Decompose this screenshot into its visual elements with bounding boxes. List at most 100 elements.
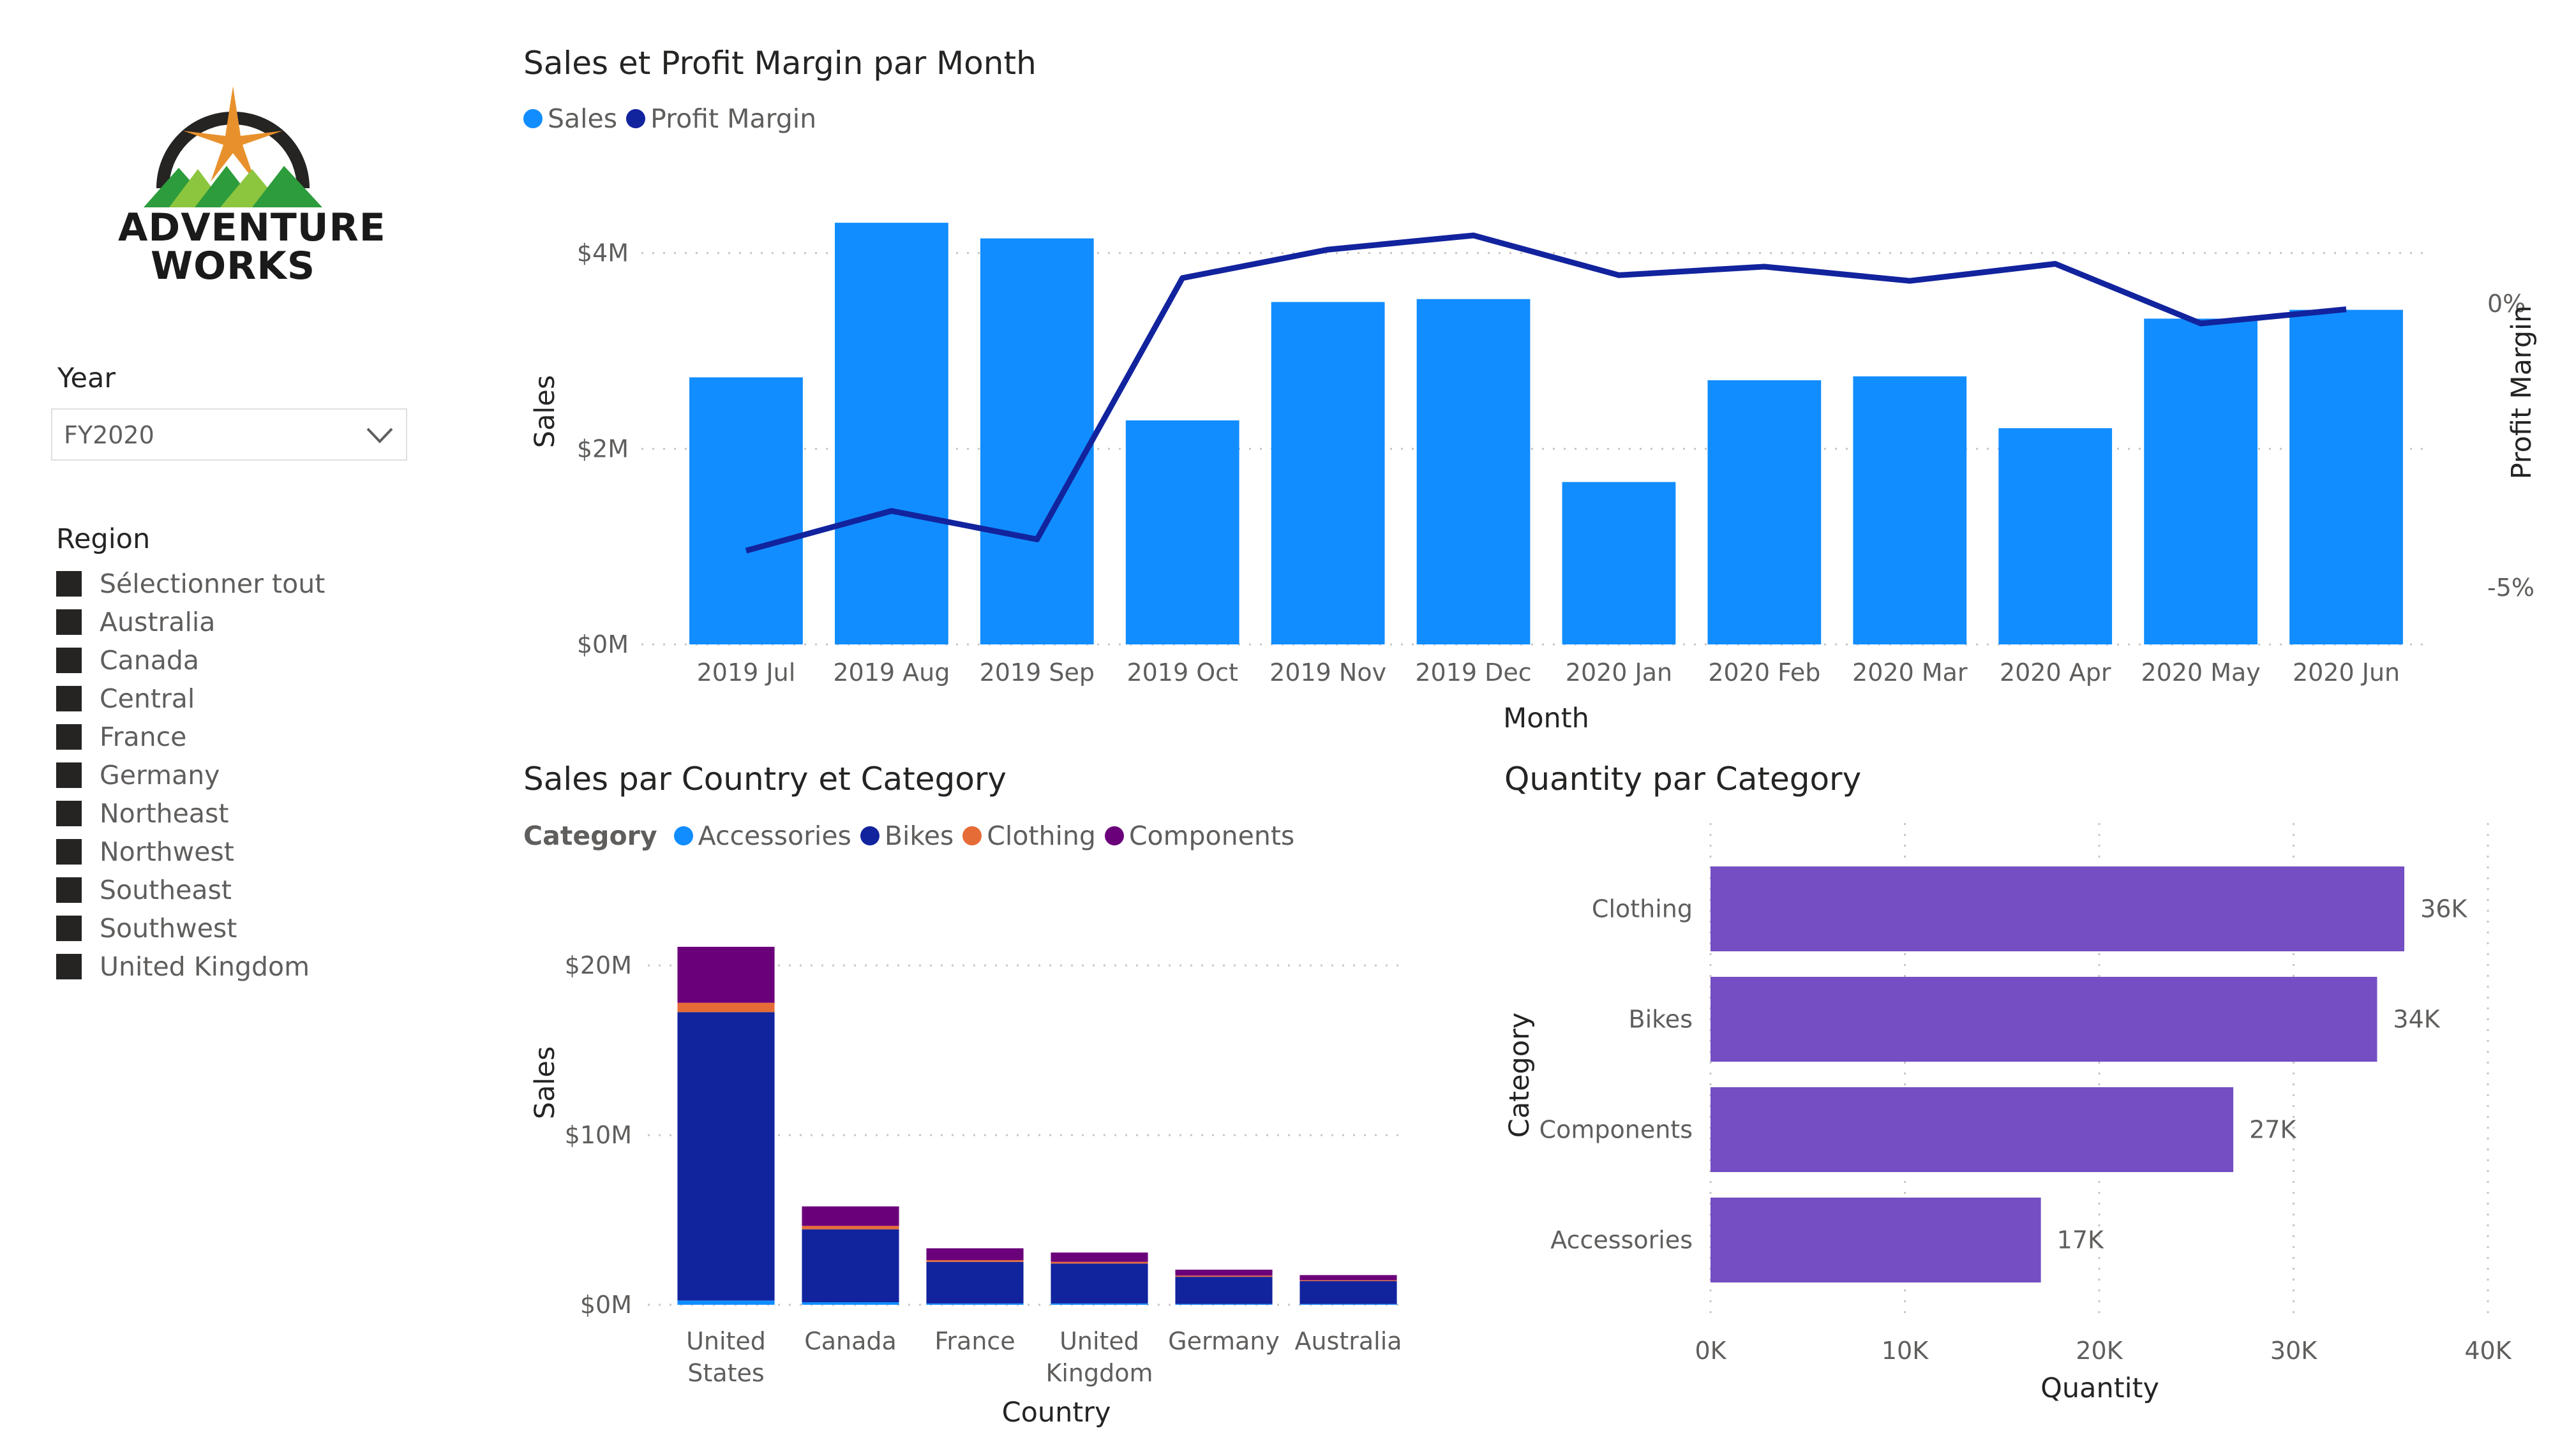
legend-title-category: Category bbox=[523, 821, 657, 851]
region-option-label: Central bbox=[100, 683, 195, 714]
y-tick-label: Clothing bbox=[1592, 895, 1693, 923]
bar-bikes-australia[interactable] bbox=[1299, 1281, 1397, 1304]
sales-country-legend: Category Accessories Bikes Clothing Compone… bbox=[523, 821, 1303, 851]
year-dropdown[interactable]: FY2020 bbox=[51, 408, 407, 461]
sales-profit-legend-item-sales[interactable]: Sales bbox=[523, 103, 617, 134]
region-option-canada[interactable]: Canada bbox=[56, 641, 439, 680]
quantity-chart-title: Quantity par Category bbox=[1504, 761, 1862, 798]
legend-label: Clothing bbox=[987, 821, 1096, 851]
bar-bikes-canada[interactable] bbox=[802, 1229, 899, 1303]
region-checkbox[interactable] bbox=[56, 954, 82, 979]
bar-sales-2020-jan[interactable] bbox=[1562, 482, 1676, 644]
bar-quantity-bikes[interactable] bbox=[1711, 977, 2377, 1062]
region-checkbox[interactable] bbox=[56, 916, 82, 941]
x-axis-title: Quantity bbox=[2040, 1372, 2159, 1404]
bar-components-germany[interactable] bbox=[1175, 1269, 1273, 1276]
region-option-label: United Kingdom bbox=[100, 951, 310, 982]
x-tick-label: United bbox=[686, 1327, 766, 1355]
bar-components-united-kingdom[interactable] bbox=[1051, 1252, 1148, 1262]
bar-accessories-germany[interactable] bbox=[1175, 1304, 1273, 1305]
legend-marker-icon bbox=[523, 109, 543, 128]
region-option-label: Australia bbox=[100, 607, 216, 637]
region-checkbox[interactable] bbox=[56, 877, 82, 903]
bar-components-canada[interactable] bbox=[802, 1206, 899, 1226]
sales-country-legend-item-components[interactable]: Components bbox=[1104, 821, 1294, 851]
data-label: 27K bbox=[2249, 1116, 2296, 1144]
region-checkbox[interactable] bbox=[56, 839, 82, 865]
bar-quantity-accessories[interactable] bbox=[1711, 1198, 2041, 1282]
sales-profit-chart-title: Sales et Profit Margin par Month bbox=[523, 45, 1037, 82]
bar-sales-2019-aug[interactable] bbox=[834, 223, 948, 645]
x-tick-label: 10K bbox=[1882, 1337, 1929, 1365]
region-checkbox[interactable] bbox=[56, 648, 82, 673]
bar-accessories-united-states[interactable] bbox=[677, 1300, 775, 1305]
bar-accessories-australia[interactable] bbox=[1299, 1304, 1397, 1305]
bar-sales-2019-oct[interactable] bbox=[1125, 420, 1239, 644]
y-tick-label: Bikes bbox=[1629, 1006, 1693, 1034]
bar-quantity-components[interactable] bbox=[1711, 1087, 2234, 1172]
region-option-central[interactable]: Central bbox=[56, 680, 439, 718]
region-option-france[interactable]: France bbox=[56, 718, 439, 756]
bar-clothing-canada[interactable] bbox=[802, 1226, 899, 1229]
bar-components-france[interactable] bbox=[926, 1248, 1024, 1261]
bar-clothing-germany[interactable] bbox=[1175, 1275, 1273, 1277]
region-checkbox[interactable] bbox=[56, 686, 82, 711]
region-option-s-lectionner-tout[interactable]: Sélectionner tout bbox=[56, 565, 439, 603]
sales-profit-legend-item-profit-margin[interactable]: Profit Margin bbox=[626, 103, 816, 134]
x-tick-label: Germany bbox=[1168, 1327, 1280, 1355]
region-option-southeast[interactable]: Southeast bbox=[56, 871, 439, 909]
bar-quantity-clothing[interactable] bbox=[1711, 866, 2405, 951]
sales-country-legend-item-clothing[interactable]: Clothing bbox=[962, 821, 1096, 851]
region-checkbox[interactable] bbox=[56, 724, 82, 750]
data-label: 17K bbox=[2057, 1226, 2104, 1254]
bar-clothing-france[interactable] bbox=[926, 1260, 1024, 1262]
sales-country-legend-item-accessories[interactable]: Accessories bbox=[673, 821, 851, 851]
bar-sales-2019-sep[interactable] bbox=[980, 238, 1094, 644]
bar-sales-2019-dec[interactable] bbox=[1416, 299, 1531, 644]
y-tick-label: $0M bbox=[580, 1291, 632, 1319]
legend-marker-icon bbox=[626, 109, 646, 128]
region-option-united-kingdom[interactable]: United Kingdom bbox=[56, 947, 439, 986]
bar-accessories-france[interactable] bbox=[926, 1303, 1024, 1305]
region-checkbox[interactable] bbox=[56, 571, 82, 597]
bar-accessories-united-kingdom[interactable] bbox=[1051, 1303, 1148, 1305]
bar-sales-2019-nov[interactable] bbox=[1271, 302, 1385, 644]
bar-sales-2019-jul[interactable] bbox=[689, 377, 803, 644]
bar-bikes-france[interactable] bbox=[926, 1261, 1024, 1304]
year-dropdown-value: FY2020 bbox=[64, 421, 154, 449]
bar-bikes-germany[interactable] bbox=[1175, 1277, 1273, 1304]
y2-tick-label: -5% bbox=[2487, 574, 2534, 602]
region-option-australia[interactable]: Australia bbox=[56, 603, 439, 641]
bar-clothing-united-kingdom[interactable] bbox=[1051, 1261, 1148, 1264]
bar-accessories-canada[interactable] bbox=[802, 1302, 899, 1305]
x-tick-label: States bbox=[687, 1359, 764, 1387]
line-profit-margin[interactable] bbox=[745, 232, 2347, 554]
region-option-northeast[interactable]: Northeast bbox=[56, 794, 439, 833]
x-tick-label: Australia bbox=[1294, 1327, 1402, 1355]
x-tick-label: 2019 Nov bbox=[1269, 658, 1386, 687]
y-axis-title: Sales bbox=[529, 375, 561, 448]
bar-clothing-united-states[interactable] bbox=[677, 1002, 775, 1013]
y-axis-title: Category bbox=[1504, 1013, 1536, 1138]
region-checkbox[interactable] bbox=[56, 762, 82, 788]
legend-marker-icon bbox=[860, 826, 880, 845]
region-checkbox[interactable] bbox=[56, 609, 82, 635]
bar-components-australia[interactable] bbox=[1299, 1275, 1397, 1281]
sales-country-legend-item-bikes[interactable]: Bikes bbox=[860, 821, 954, 851]
region-option-southwest[interactable]: Southwest bbox=[56, 909, 439, 947]
bar-components-united-states[interactable] bbox=[677, 946, 775, 1003]
bar-bikes-united-kingdom[interactable] bbox=[1051, 1263, 1148, 1304]
bar-sales-2020-mar[interactable] bbox=[1853, 376, 1967, 644]
bar-sales-2020-feb[interactable] bbox=[1707, 380, 1822, 644]
x-tick-label: 2020 Jan bbox=[1566, 658, 1672, 687]
x-tick-label: 2020 Jun bbox=[2293, 658, 2400, 687]
sales-profit-legend: Sales Profit Margin bbox=[523, 103, 825, 134]
bar-sales-2020-apr[interactable] bbox=[1998, 428, 2113, 644]
bar-bikes-united-states[interactable] bbox=[677, 1012, 775, 1301]
region-checkbox[interactable] bbox=[56, 801, 82, 826]
region-option-germany[interactable]: Germany bbox=[56, 756, 439, 794]
region-option-northwest[interactable]: Northwest bbox=[56, 833, 439, 871]
bar-clothing-australia[interactable] bbox=[1299, 1280, 1397, 1281]
bar-sales-2020-may[interactable] bbox=[2144, 318, 2258, 644]
bar-sales-2020-jun[interactable] bbox=[2289, 309, 2403, 645]
